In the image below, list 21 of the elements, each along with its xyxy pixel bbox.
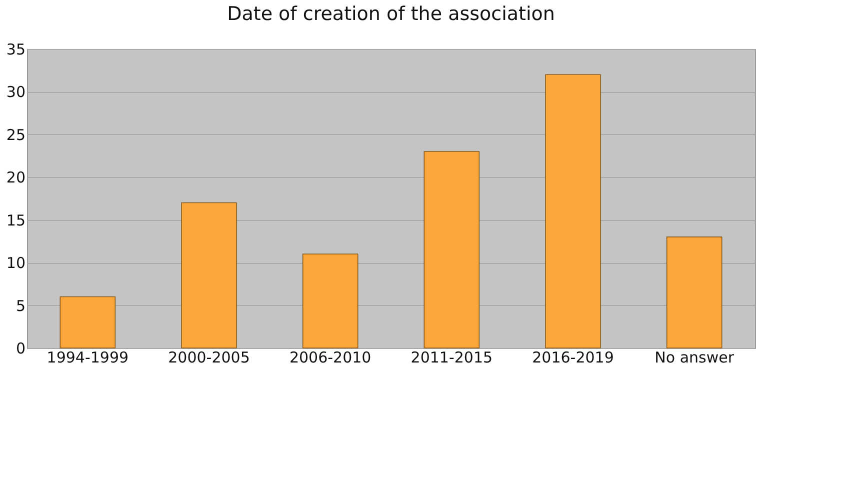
x-tick-label: 2016-2019 [532,348,614,366]
x-tick-label: 1994-1999 [46,348,129,366]
x-tick-label: 2006-2010 [289,348,372,366]
chart-title: Date of creation of the association [227,3,555,25]
bar [60,296,116,348]
x-tick-label: 2000-2005 [168,348,250,366]
y-tick-label: 30 [6,83,26,102]
bar [545,74,601,348]
y-tick-label: 20 [6,168,26,187]
y-tick-label: 10 [6,254,26,272]
y-tick-label: 0 [16,340,26,358]
y-tick-label: 25 [6,126,26,144]
bar [302,254,358,348]
x-tick-label: 2011-2015 [410,348,493,366]
bar [181,202,237,348]
bar [666,236,722,348]
y-tick-label: 15 [6,211,26,230]
bar [424,151,480,348]
x-tick-label: No answer [654,348,735,366]
y-tick-label: 5 [16,296,26,315]
y-tick-label: 35 [6,40,26,58]
